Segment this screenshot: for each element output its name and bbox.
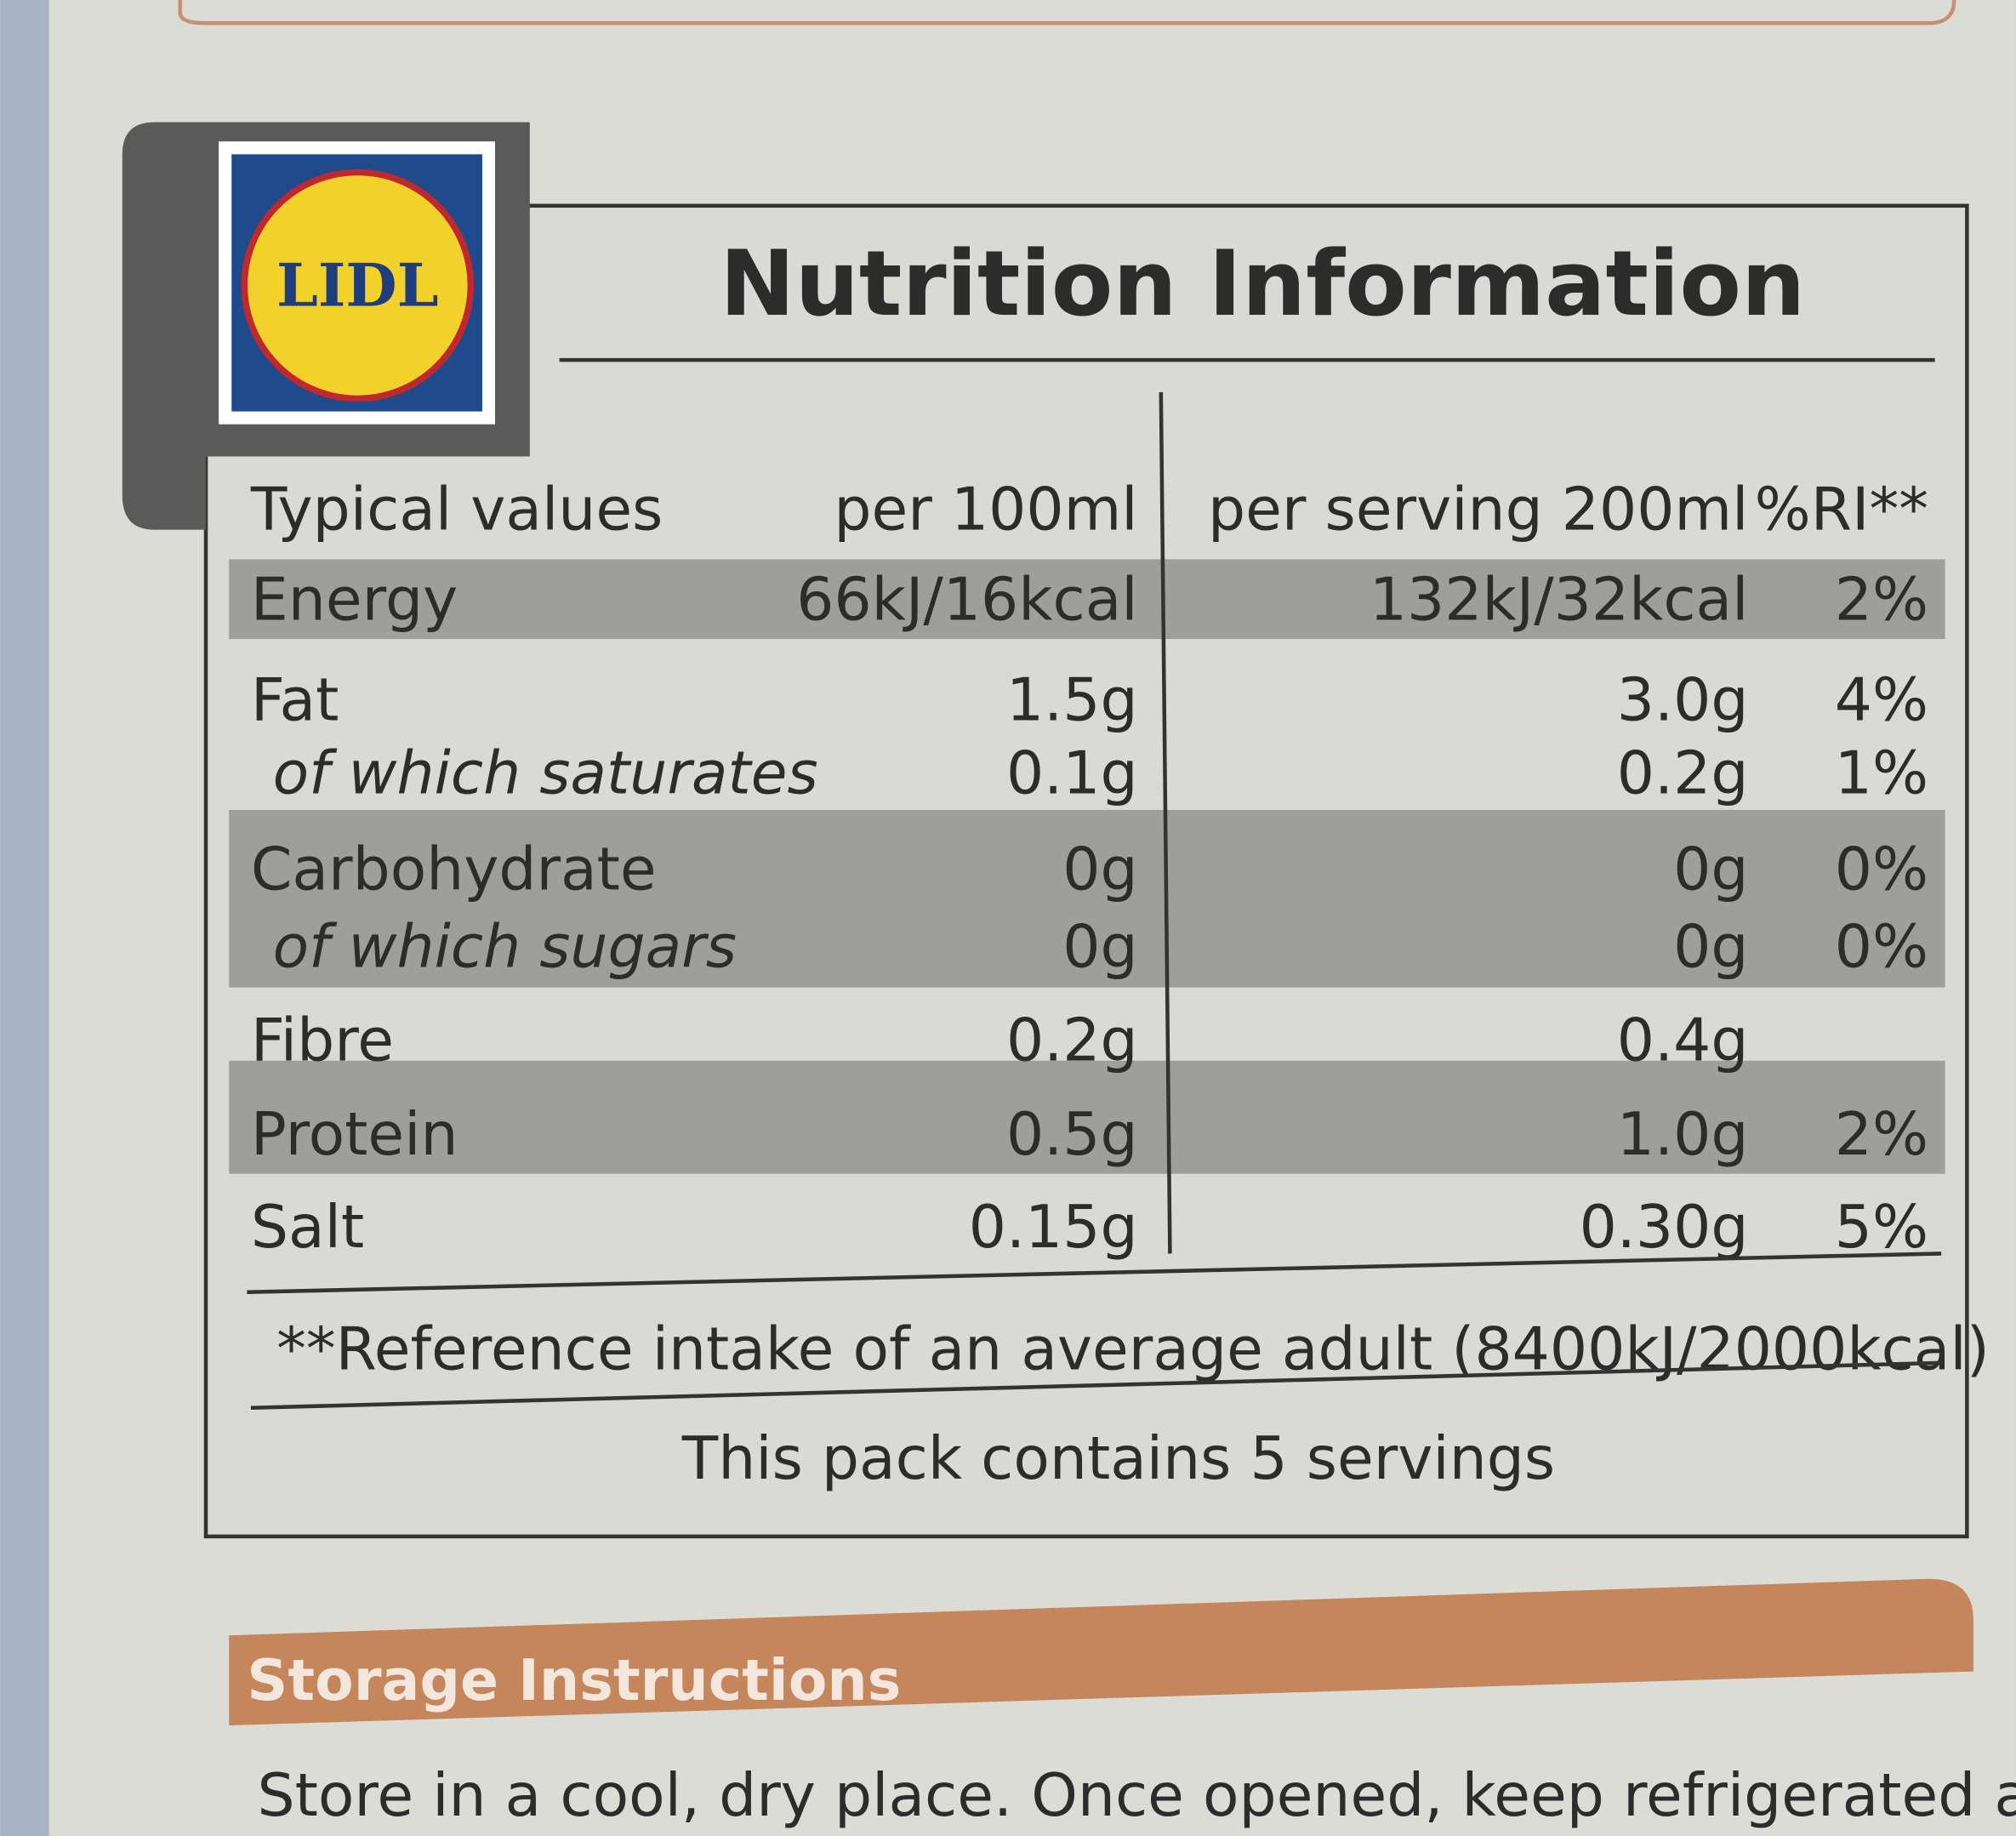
nutrient-value: 0.15g [969, 1193, 1138, 1262]
top-frame [178, 0, 1956, 26]
footnote-rule-bottom [250, 1360, 1942, 1411]
title: Nutrition Information [720, 231, 1805, 336]
nutrient-name: Energy [251, 565, 458, 634]
nutrient-value: 0g [1062, 912, 1137, 981]
servings: This pack contains 5 servings [681, 1424, 1555, 1493]
footnote-rule-top [247, 1252, 1942, 1295]
nutrient-value: 132kJ/32kcal [1370, 565, 1749, 634]
nutrient-value: 5% [1835, 1193, 1928, 1262]
row-shade [229, 810, 1945, 988]
nutrient-value: 0.2g [1617, 738, 1749, 807]
storage-text: Store in a cool, dry place. Once opened,… [257, 1761, 2016, 1830]
nutrient-name: of which sugars [273, 912, 737, 981]
nutrient-value: 0.2g [1006, 1006, 1138, 1075]
nutrient-value: 1.5g [1006, 665, 1138, 734]
nutrient-value: 66kJ/16kcal [796, 565, 1137, 634]
nutrient-value: 0.5g [1006, 1100, 1138, 1169]
nutrient-name: Fat [251, 665, 339, 734]
nutrient-value: 2% [1835, 1100, 1928, 1169]
nutrient-value: 0.4g [1617, 1006, 1749, 1075]
nutrient-value: 3.0g [1617, 665, 1749, 734]
nutrient-value: 0g [1062, 835, 1137, 904]
storage-band [229, 1578, 1973, 1726]
nutrient-name: Protein [251, 1100, 458, 1169]
nutrient-value: 0.30g [1580, 1193, 1749, 1262]
nutrient-value: 2% [1835, 565, 1928, 634]
nutrient-value: 0% [1835, 912, 1928, 981]
header-cell: per 100ml [834, 476, 1137, 545]
row-shade [229, 559, 1945, 640]
nutrient-name: Carbohydrate [251, 835, 657, 904]
column-divider [1159, 391, 1172, 1254]
nutrient-name: Fibre [251, 1006, 394, 1075]
nutrient-value: 1.0g [1617, 1100, 1749, 1169]
logo-circle [241, 168, 475, 402]
header-cell: per serving 200ml [1208, 476, 1748, 545]
nutrient-value: 1% [1835, 738, 1928, 807]
header-cell: Typical values [250, 476, 663, 545]
storage-title: Storage Instructions [247, 1647, 901, 1713]
logo-text: LIDL [276, 252, 439, 321]
nutrient-value: 0.1g [1006, 738, 1138, 807]
carton-edge [0, 0, 49, 1836]
row-shade [229, 1060, 1945, 1174]
nutrient-value: 0% [1835, 835, 1928, 904]
nutrient-value: 0g [1673, 835, 1748, 904]
nutrient-name: of which saturates [273, 738, 818, 807]
header-cell: %RI** [1755, 476, 1928, 545]
nutrient-value: 0g [1673, 912, 1748, 981]
footnote: **Reference intake of an average adult (… [276, 1314, 1990, 1383]
nutrient-name: Salt [251, 1193, 364, 1262]
nutrient-value: 4% [1835, 665, 1928, 734]
